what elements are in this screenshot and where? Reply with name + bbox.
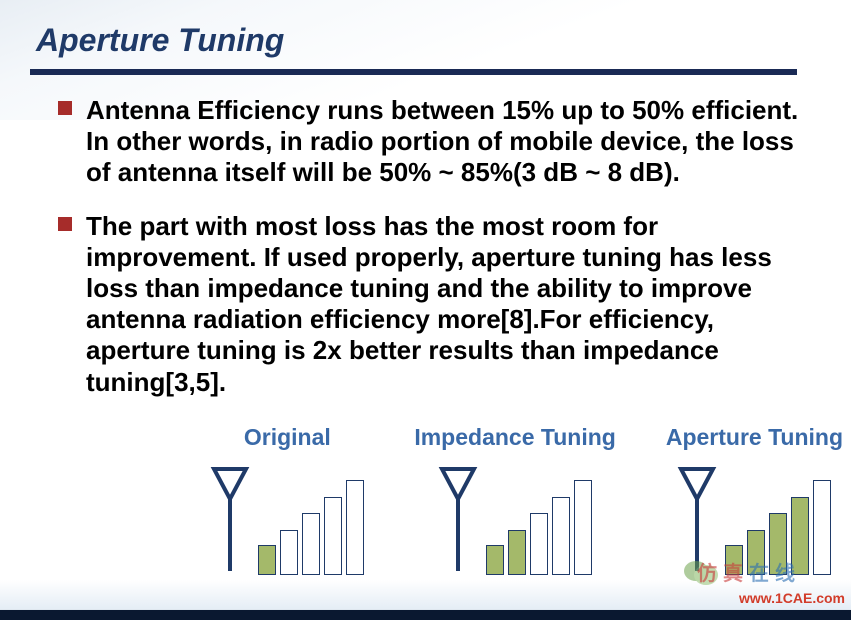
watermark-cn-text: 仿真在线	[697, 557, 801, 586]
signal-bar	[552, 497, 570, 575]
chart-impedance: Impedance Tuning	[414, 424, 615, 575]
watermark-link: www.1CAE.com	[739, 590, 845, 606]
chart-label: Original	[210, 424, 364, 451]
bullet-list: Antenna Efficiency runs between 15% up t…	[0, 75, 851, 398]
signal-bars	[486, 465, 592, 575]
chart-visual	[210, 465, 364, 575]
charts-row: Original Impedance Tuning	[0, 420, 851, 575]
bullet-item: Antenna Efficiency runs between 15% up t…	[86, 95, 811, 189]
bullet-marker-icon	[58, 101, 72, 115]
chart-visual	[414, 465, 615, 575]
bullet-text: Antenna Efficiency runs between 15% up t…	[86, 95, 798, 187]
antenna-icon	[438, 465, 478, 575]
slide-title: Aperture Tuning	[0, 0, 851, 69]
signal-bar	[258, 545, 276, 575]
signal-bar	[324, 497, 342, 575]
signal-bars	[258, 465, 364, 575]
signal-bar	[574, 480, 592, 575]
bullet-marker-icon	[58, 217, 72, 231]
chart-label: Impedance Tuning	[414, 424, 615, 451]
bullet-text: The part with most loss has the most roo…	[86, 211, 772, 397]
chart-aperture: Aperture Tuning	[666, 424, 843, 575]
signal-bar	[508, 530, 526, 575]
bullet-item: The part with most loss has the most roo…	[86, 211, 811, 398]
slide-content: Aperture Tuning Antenna Efficiency runs …	[0, 0, 851, 575]
signal-bar	[346, 480, 364, 575]
signal-bar	[302, 513, 320, 575]
signal-bar	[280, 530, 298, 575]
signal-bar	[486, 545, 504, 575]
antenna-icon	[210, 465, 250, 575]
signal-bar	[813, 480, 831, 575]
watermark-cn-2: 在线	[749, 563, 801, 585]
signal-bar	[530, 513, 548, 575]
watermark-cn-1: 仿真	[697, 563, 749, 585]
footer-bar	[0, 610, 851, 620]
chart-original: Original	[210, 424, 364, 575]
chart-label: Aperture Tuning	[666, 424, 843, 451]
